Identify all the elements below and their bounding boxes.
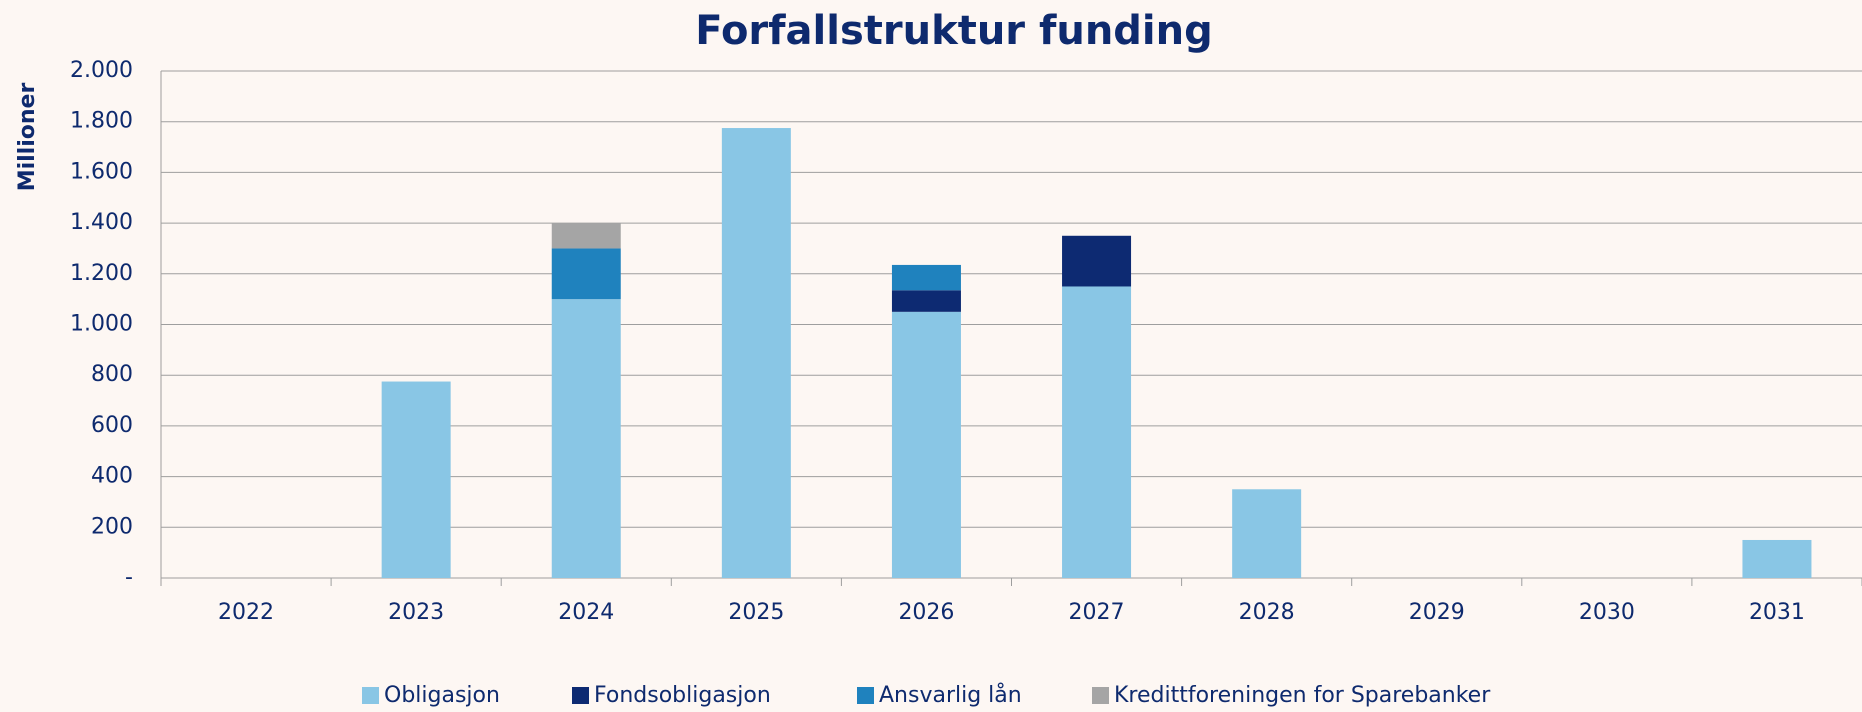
bar-segment	[891, 290, 961, 312]
x-tick-label: 2030	[1579, 600, 1635, 625]
y-tick-label: 200	[91, 514, 133, 539]
x-tick-label: 2028	[1239, 600, 1295, 625]
bar-segment	[551, 223, 621, 249]
legend-label: Ansvarlig lån	[879, 682, 1022, 708]
bar-segment	[1742, 539, 1812, 578]
chart-title: Forfallstruktur funding	[695, 8, 1213, 54]
bar-segment	[1062, 286, 1132, 578]
legend-label: Obligasjon	[384, 683, 500, 708]
y-axis-title: Millioner	[15, 83, 40, 192]
x-tick-label: 2025	[728, 600, 784, 625]
y-tick-label: 1.600	[70, 159, 133, 184]
bar-segment	[381, 381, 451, 578]
legend-label: Kredittforeningen for Sparebanker	[1114, 683, 1491, 708]
y-tick-label: 2.000	[70, 58, 133, 83]
bar-segment	[1062, 235, 1132, 287]
y-tick-label: -	[125, 565, 133, 590]
y-tick-label: 400	[91, 464, 133, 489]
x-tick-label: 2024	[558, 600, 614, 625]
y-tick-label: 800	[91, 362, 133, 387]
bar-segment	[891, 264, 961, 291]
x-tick-label: 2027	[1069, 600, 1125, 625]
legend-swatch	[1092, 687, 1109, 704]
y-tick-label: 1.400	[70, 210, 133, 235]
y-tick-label: 1.200	[70, 261, 133, 286]
x-tick-label: 2026	[898, 600, 954, 625]
y-tick-label: 1.000	[70, 312, 133, 337]
y-tick-label: 1.800	[70, 109, 133, 134]
legend-swatch	[857, 687, 874, 704]
legend-swatch	[362, 687, 379, 704]
bar-segment	[551, 299, 621, 578]
bar-segment	[1232, 489, 1302, 578]
x-tick-label: 2031	[1749, 600, 1805, 625]
bar-segment	[551, 248, 621, 300]
x-tick-label: 2029	[1409, 600, 1465, 625]
x-tick-label: 2023	[388, 600, 444, 625]
bar-segment	[891, 311, 961, 578]
y-tick-label: 600	[91, 413, 133, 438]
bar-segment	[721, 128, 791, 578]
legend-swatch	[572, 687, 589, 704]
legend-label: Fondsobligasjon	[594, 683, 771, 708]
x-tick-label: 2022	[218, 600, 274, 625]
